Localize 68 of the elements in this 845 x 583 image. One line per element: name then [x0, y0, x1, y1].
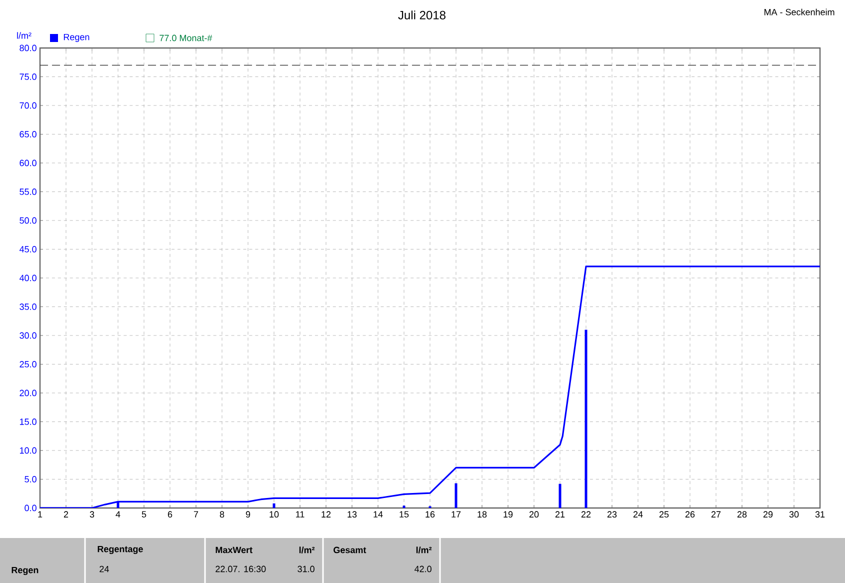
x-tick-label: 3 [90, 511, 94, 518]
y-tick-label: 50.0 [20, 217, 36, 224]
y-tick-label: 70.0 [20, 102, 36, 109]
chart-title: Juli 2018 [398, 10, 446, 20]
x-tick-label: 1 [38, 511, 42, 518]
text: l/m² [299, 546, 315, 554]
text: 31.0 [298, 566, 314, 572]
x-tick-label: 12 [322, 511, 331, 518]
x-tick-label: 27 [711, 511, 721, 518]
y-tick-label: 55.0 [20, 188, 36, 195]
y-tick-label: 0.0 [24, 504, 36, 512]
bar [272, 503, 276, 508]
y-axis-title: l/m² [17, 32, 32, 39]
bar [584, 330, 588, 508]
y-tick-label: 5.0 [24, 476, 36, 482]
x-tick-label: 5 [142, 511, 146, 518]
x-tick-label: 18 [478, 511, 487, 518]
x-tick-label: 22 [581, 511, 591, 518]
y-tick-label: 60.0 [20, 160, 36, 166]
x-tick-label: 30 [789, 511, 799, 518]
x-tick-label: 10 [270, 511, 279, 518]
y-tick-label: 30.0 [20, 332, 36, 339]
line-series [40, 266, 820, 508]
x-tick-label: 16 [426, 511, 435, 518]
text: Regentage [98, 546, 143, 554]
x-tick-label: 14 [374, 511, 383, 518]
y-tick-label: 35.0 [20, 304, 36, 310]
bar [454, 483, 458, 508]
y-tick-label: 40.0 [19, 274, 36, 282]
y-tick-label: 15.0 [20, 418, 36, 425]
x-tick-label: 8 [220, 511, 224, 518]
text: MaxWert [216, 546, 252, 554]
text: Regen [12, 566, 38, 576]
text: 22.07. 16:30 [216, 566, 266, 572]
y-tick-label: 80.0 [20, 44, 36, 52]
y-tick-label: 45.0 [19, 246, 36, 252]
x-tick-label: 20 [529, 511, 539, 518]
y-tick-label: 75.0 [20, 74, 36, 80]
legend-label: Regen [64, 34, 90, 42]
x-tick-label: 23 [607, 511, 617, 518]
x-tick-label: 4 [116, 511, 120, 518]
ref-line-label: 77.0 Monat-# [160, 34, 212, 42]
x-tick-label: 31 [815, 511, 825, 518]
text: 24 [100, 566, 109, 572]
x-tick-label: 25 [659, 511, 669, 518]
y-tick-label: 25.0 [20, 361, 36, 368]
x-tick-label: 28 [737, 511, 747, 518]
x-tick-label: 13 [348, 511, 357, 518]
text: l/m² [416, 546, 432, 554]
x-tick-label: 9 [246, 511, 250, 518]
y-tick-label: 65.0 [20, 131, 36, 138]
text: 42.0 [414, 566, 432, 572]
x-tick-label: 29 [763, 511, 773, 518]
x-tick-label: 26 [685, 511, 695, 518]
x-tick-label: 24 [633, 511, 643, 518]
x-tick-label: 6 [168, 511, 172, 518]
y-tick-label: 10.0 [20, 447, 36, 454]
x-tick-label: 15 [400, 511, 409, 518]
chart-subtitle: MA - Seckenheim [764, 8, 834, 16]
x-tick-label: 21 [555, 511, 565, 518]
y-tick-label: 20.0 [20, 390, 36, 396]
x-tick-label: 19 [504, 511, 513, 518]
x-tick-label: 17 [452, 511, 461, 518]
x-tick-label: 11 [296, 511, 304, 518]
x-tick-label: 2 [64, 511, 68, 518]
text: Gesamt [334, 546, 366, 554]
bar [558, 484, 562, 508]
x-tick-label: 7 [194, 511, 198, 518]
